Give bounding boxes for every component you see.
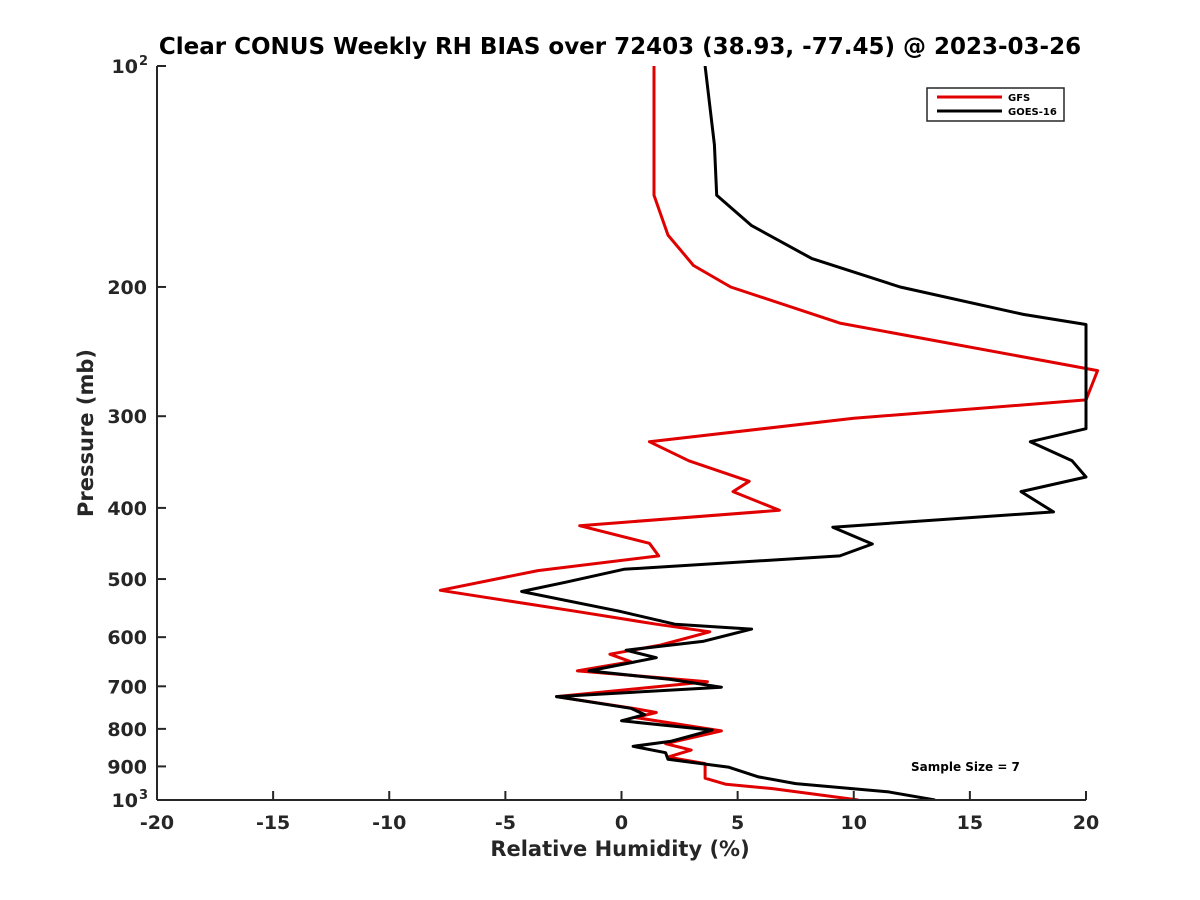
series-line-goes16: [520, 66, 1088, 801]
legend-label-gfs: GFS: [1008, 93, 1030, 104]
x-axis-label: Relative Humidity (%): [490, 837, 749, 861]
series-line-gfs: [438, 66, 1100, 801]
x-tick-label: 5: [731, 812, 744, 834]
y-tick-label: 600: [107, 627, 147, 649]
y-tick-label: 10: [112, 56, 138, 78]
chart-title: Clear CONUS Weekly RH BIAS over 72403 (3…: [159, 34, 1081, 60]
series-layer: [438, 66, 1100, 801]
legend: GFS GOES-16: [926, 87, 1065, 122]
x-tick-label: -15: [256, 812, 290, 834]
y-tick-label: 900: [107, 756, 147, 778]
y-axis-label: Pressure (mb): [74, 349, 98, 517]
y-tick-exponent: 3: [139, 788, 148, 803]
legend-label-goes16: GOES-16: [1008, 107, 1057, 118]
x-tick-label: -20: [140, 812, 174, 834]
x-tick-label: -10: [372, 812, 406, 834]
y-tick-label: 10: [112, 790, 138, 812]
y-tick-label: 700: [107, 676, 147, 698]
y-tick-label: 200: [107, 277, 147, 299]
y-tick-label: 500: [107, 569, 147, 591]
y-tick-label: 400: [107, 498, 147, 520]
x-tick-label: 15: [957, 812, 983, 834]
y-tick-label: 800: [107, 719, 147, 741]
y-tick-exponent: 2: [139, 54, 148, 69]
y-tick-label: 300: [107, 406, 147, 428]
x-tick-label: 10: [841, 812, 867, 834]
x-tick-label: -5: [495, 812, 516, 834]
axes: [156, 65, 1087, 801]
legend-box: [926, 87, 1065, 122]
x-tick-label: 0: [615, 812, 628, 834]
sample-size-annotation: Sample Size = 7: [911, 760, 1020, 774]
x-tick-label: 20: [1073, 812, 1099, 834]
